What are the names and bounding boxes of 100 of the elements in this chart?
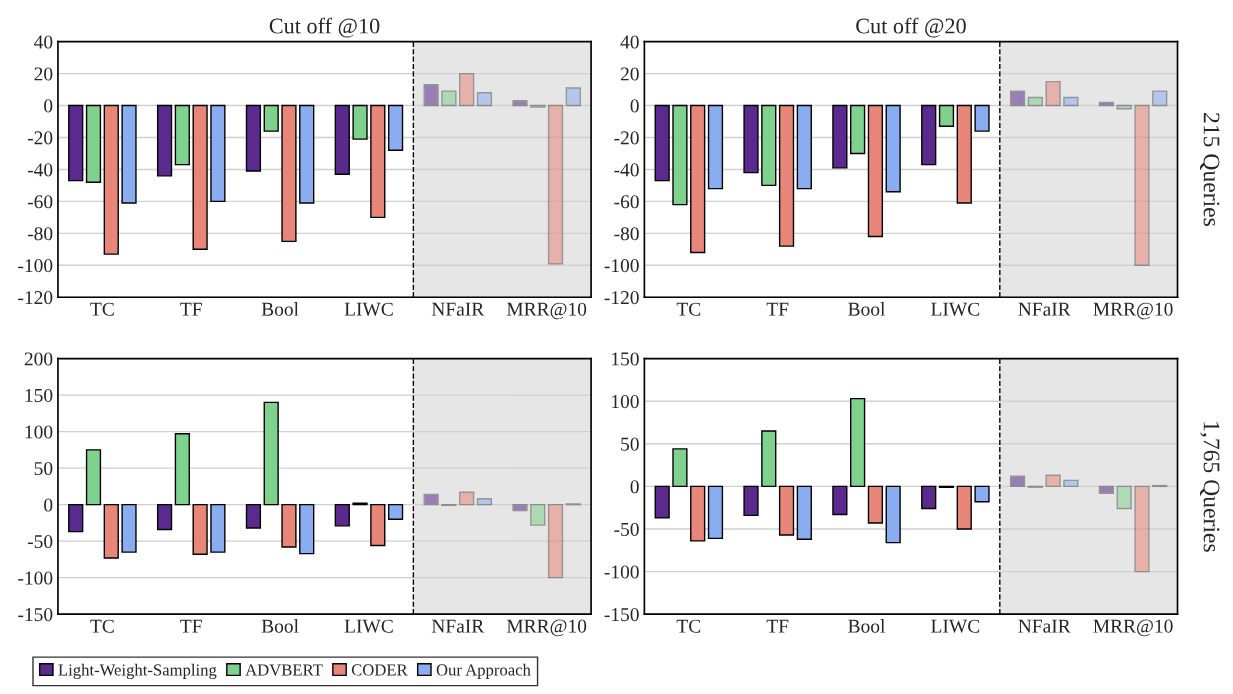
y-tick-label: -20 [614,131,639,145]
x-tick-label: TC [90,619,114,633]
bar [654,485,670,519]
bar [530,503,546,526]
bar [174,104,190,166]
bar [121,104,137,204]
bar [565,87,581,107]
y-tick-label: 0 [44,498,53,512]
bar [778,104,795,247]
y-tick-label: -50 [614,522,639,536]
bar [1116,485,1132,510]
y-tick-label: 0 [630,99,639,113]
bar [281,503,297,548]
bar [156,104,173,177]
bar [299,104,315,204]
bar [370,104,386,219]
bar [459,491,475,506]
y-tick-label: 200 [24,352,53,366]
bar [423,84,439,107]
y-tick-label: 0 [44,99,53,113]
bar [743,485,759,517]
bar [103,104,119,255]
y-tick-label: 40 [34,35,53,49]
bar [476,92,493,107]
y-tick-label: -100 [604,259,639,273]
bar [654,104,670,182]
bar [423,493,439,506]
x-tick-label: MRR@10 [1093,619,1173,637]
bar [832,485,848,516]
bar [1045,80,1061,107]
bar [1027,96,1043,107]
bar [921,104,937,166]
x-tick-label: NFaIR [431,302,485,316]
bar [441,90,457,107]
y-tick-label: -60 [27,195,53,209]
x-tick-label: TF [766,302,789,316]
bar [1098,485,1115,494]
bar [245,104,262,172]
bar [121,503,137,553]
y-tick-label: -100 [604,565,639,579]
bar [547,104,564,265]
y-tick-label: -120 [604,291,639,305]
bar [174,433,190,506]
y-tick-label: 20 [34,67,53,81]
x-tick-label: MRR@10 [1093,302,1173,320]
bar [387,104,404,151]
y-tick-label: -120 [18,291,53,305]
bar [672,448,688,488]
bar [938,104,955,128]
bar [459,72,475,107]
bar [761,430,777,488]
bar [778,485,795,536]
x-tick-label: NFaIR [1018,619,1071,633]
bar [956,104,972,204]
y-tick-label: -80 [27,227,53,241]
bar [885,485,901,544]
y-tick-label: -150 [18,608,53,622]
legend-label: CODER [351,664,408,676]
x-tick-label: MRR@10 [506,619,587,637]
bar [850,397,866,488]
bar [707,104,724,190]
y-tick-label: 0 [630,480,639,494]
y-tick-label: -20 [27,131,53,145]
bar [352,104,368,140]
bar [85,449,102,506]
bar [850,104,866,155]
y-tick-label: -40 [614,163,639,177]
legend-label: Our Approach [436,663,531,679]
x-tick-label: MRR@10 [506,302,587,320]
bar [1134,485,1150,573]
x-tick-label: TF [180,302,202,316]
x-tick-label: Bool [848,302,886,316]
y-tick-label: -150 [604,608,639,622]
bar [707,485,724,540]
bar [85,104,102,183]
bar [334,104,350,175]
y-tick-label: -50 [27,534,53,549]
y-tick-label: 50 [621,437,639,451]
x-tick-label: TC [90,302,114,316]
bar [832,104,848,169]
y-tick-label: -60 [614,195,639,209]
bar [1134,104,1150,266]
y-tick-label: -80 [614,227,639,241]
y-tick-label: 40 [620,35,639,49]
x-tick-label: LIWC [344,302,393,316]
x-tick-label: LIWC [344,619,393,633]
bar [387,503,404,520]
bar [68,104,84,182]
bar [156,503,173,531]
bar [210,104,226,203]
bar [867,104,884,238]
bar [885,104,901,193]
bar [210,503,226,553]
x-tick-label: Bool [261,619,299,633]
x-tick-label: NFaIR [1018,302,1071,316]
x-tick-label: LIWC [931,619,980,633]
y-tick-label: 100 [612,395,639,409]
bar [103,503,119,559]
x-tick-label: Bool [261,302,299,316]
bar [690,104,706,254]
